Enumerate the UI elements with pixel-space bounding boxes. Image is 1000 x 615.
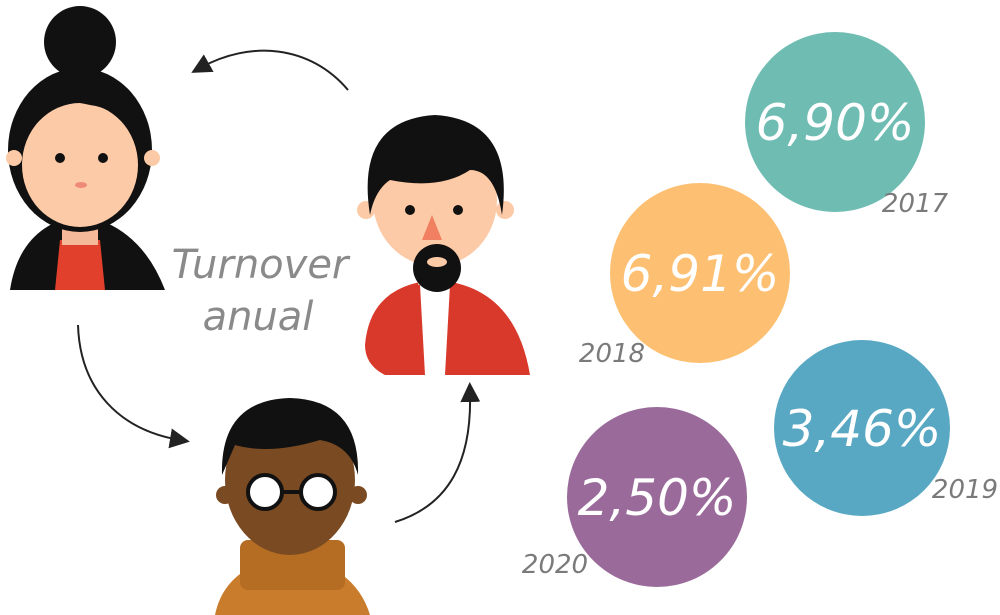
rate-circle bbox=[567, 407, 747, 587]
avatar-man bbox=[357, 115, 530, 375]
year-label: 2018 bbox=[579, 339, 645, 369]
year-label: 2019 bbox=[932, 475, 998, 505]
avatar-glasses bbox=[215, 398, 370, 615]
rate-value: 6,91% bbox=[621, 245, 780, 303]
rate-circle bbox=[610, 183, 790, 363]
arrow bbox=[77, 324, 190, 449]
rate-circle bbox=[745, 32, 925, 212]
rate-value: 3,46% bbox=[783, 400, 942, 458]
rate-circle bbox=[774, 340, 950, 516]
arrow bbox=[191, 49, 349, 91]
year-label: 2017 bbox=[882, 189, 949, 219]
rate-value: 6,90% bbox=[756, 94, 915, 152]
title-line: anual bbox=[203, 294, 314, 340]
arrows bbox=[77, 49, 481, 523]
avatar-woman bbox=[6, 6, 165, 290]
rate-value: 2,50% bbox=[578, 469, 737, 527]
year-label: 2020 bbox=[522, 550, 588, 580]
title-line: Turnover bbox=[172, 242, 351, 288]
arrow bbox=[394, 382, 481, 523]
